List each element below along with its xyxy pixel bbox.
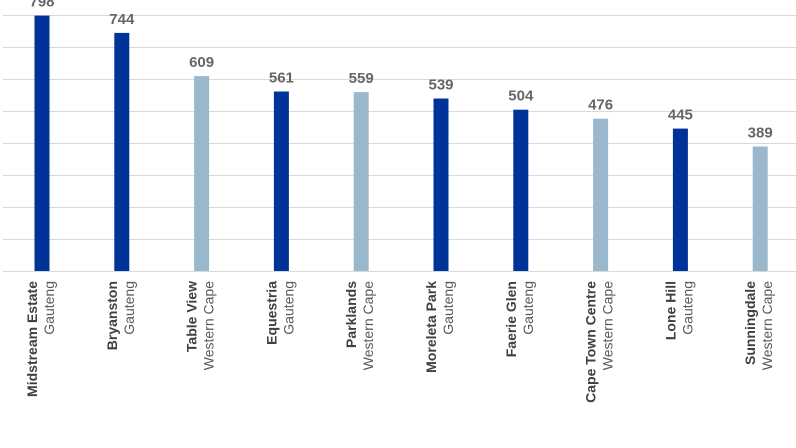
- bar-5: [433, 98, 449, 271]
- bars: [34, 15, 768, 272]
- bar-4: [353, 92, 369, 271]
- bar-3: [273, 91, 289, 271]
- value-label-8: 445: [668, 107, 693, 124]
- bar-9: [752, 146, 768, 271]
- category-region-7: Western Cape: [600, 281, 616, 370]
- grid-lines: [3, 15, 796, 272]
- category-name-0: Midstream Estate: [24, 281, 40, 397]
- category-name-9: Sunningdale: [742, 281, 758, 365]
- category-labels: Midstream Estate Gauteng Bryanston Gauteng T…: [24, 281, 775, 403]
- value-label-1: 744: [109, 11, 135, 28]
- category-region-1: Gauteng: [121, 281, 137, 335]
- category-name-5: Moreleta Park: [423, 281, 439, 373]
- value-labels: 798 744 609 561 559 539 504 476 445 389: [29, 0, 773, 142]
- category-name-4: Parklands: [343, 281, 359, 348]
- value-label-6: 504: [508, 88, 534, 105]
- value-label-9: 389: [748, 125, 773, 142]
- category-region-6: Gauteng: [520, 281, 536, 335]
- value-label-0: 798: [29, 0, 54, 11]
- value-label-3: 561: [269, 70, 294, 87]
- category-name-7: Cape Town Centre: [583, 281, 599, 403]
- bar-1: [114, 32, 130, 272]
- bar-6: [513, 109, 529, 271]
- category-name-8: Lone Hill: [662, 281, 678, 340]
- category-region-8: Gauteng: [679, 281, 695, 335]
- bar-8: [672, 128, 688, 271]
- category-name-1: Bryanston: [104, 281, 120, 350]
- category-region-9: Western Cape: [759, 281, 775, 370]
- category-name-3: Equestria: [263, 281, 279, 345]
- bar-0: [34, 15, 50, 271]
- bar-7: [593, 118, 609, 271]
- category-region-2: Western Cape: [201, 281, 217, 370]
- value-label-5: 539: [428, 77, 453, 94]
- value-label-4: 559: [349, 70, 374, 87]
- value-label-7: 476: [588, 97, 613, 114]
- value-label-2: 609: [189, 54, 214, 71]
- category-name-6: Faerie Glen: [503, 281, 519, 357]
- category-region-0: Gauteng: [41, 281, 57, 335]
- category-region-5: Gauteng: [440, 281, 456, 335]
- category-name-2: Table View: [184, 281, 200, 352]
- bar-2: [194, 76, 210, 271]
- category-region-4: Western Cape: [360, 281, 376, 370]
- category-region-3: Gauteng: [280, 281, 296, 335]
